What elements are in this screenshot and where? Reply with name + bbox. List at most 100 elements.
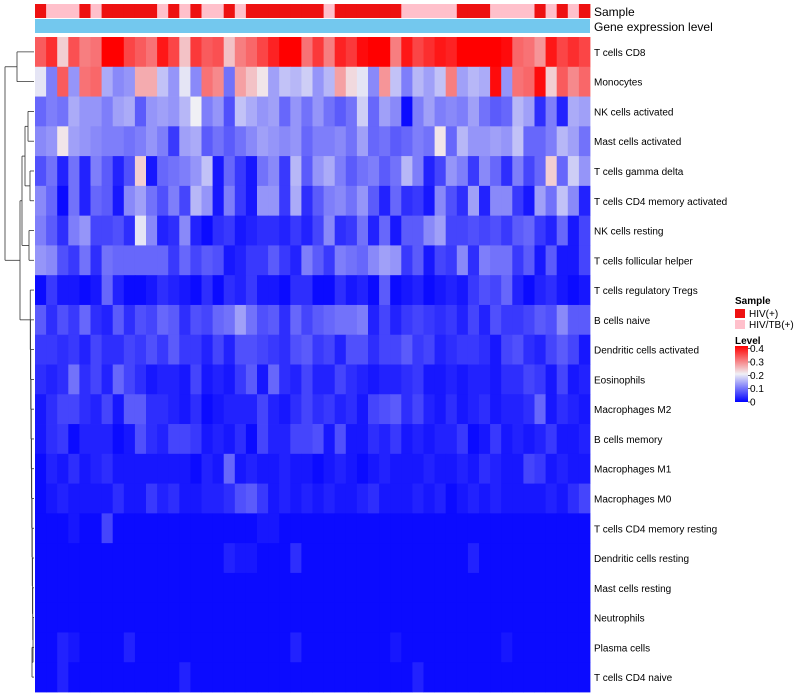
heatmap-cell (423, 543, 435, 574)
heatmap-cell (445, 543, 458, 574)
heatmap-cell (79, 602, 91, 633)
sample-annotation-cell (467, 4, 480, 18)
heatmap-cell (390, 394, 402, 425)
heatmap-cell (456, 126, 469, 157)
heatmap-cell (68, 453, 80, 484)
heatmap-cell (401, 602, 413, 633)
heatmap-cell (234, 185, 247, 217)
heatmap-cell (556, 304, 569, 336)
heatmap-cell (501, 513, 513, 544)
heatmap-cell (257, 215, 269, 246)
level-tick-label: 0 (750, 398, 756, 409)
heatmap-cell (179, 37, 191, 68)
heatmap-cell (567, 572, 580, 604)
heatmap-cell (301, 513, 313, 544)
heatmap-cell (234, 126, 247, 157)
heatmap-cell (467, 513, 480, 544)
heatmap-cell (134, 334, 147, 365)
heatmap-cell (467, 245, 480, 276)
heatmap-cell (534, 543, 546, 574)
heatmap-cell (578, 453, 591, 484)
heatmap-cell (101, 483, 114, 514)
heatmap-cell (423, 304, 435, 336)
sample-annotation-cell (523, 4, 535, 18)
heatmap-cell (545, 245, 558, 276)
heatmap-cell (301, 453, 313, 484)
heatmap-cell (423, 215, 435, 246)
sample-annotation-cell (334, 4, 347, 18)
heatmap-cell (479, 334, 491, 365)
heatmap-cell (257, 334, 269, 365)
heatmap-cell (201, 424, 213, 455)
heatmap-cell (423, 96, 435, 127)
heatmap-cell (134, 364, 147, 395)
heatmap-cell (401, 543, 413, 574)
heatmap-cell (345, 632, 358, 663)
heatmap-cell (401, 245, 413, 276)
heatmap-cell (412, 334, 424, 365)
heatmap-cell (123, 66, 136, 97)
heatmap-cell (201, 453, 213, 484)
heatmap-cell (501, 275, 513, 306)
heatmap-cell (290, 483, 302, 514)
heatmap-cell (390, 602, 402, 633)
heatmap-cell (323, 364, 336, 395)
heatmap-cell (412, 245, 424, 276)
heatmap-cell (479, 275, 491, 306)
heatmap-cell (57, 96, 69, 127)
heatmap-cell (146, 126, 158, 157)
heatmap-cell (212, 185, 225, 217)
heatmap-cell (323, 215, 336, 246)
heatmap-cell (512, 513, 524, 544)
heatmap-cell (279, 126, 291, 157)
heatmap-cell (556, 572, 569, 604)
heatmap-cell (501, 334, 513, 365)
heatmap-cell (57, 245, 69, 276)
heatmap-cell (112, 275, 125, 306)
heatmap-cell (112, 215, 125, 246)
heatmap-cell (35, 602, 47, 633)
heatmap-cell (201, 215, 213, 246)
heatmap-cell (545, 424, 558, 455)
heatmap-cell (445, 185, 458, 217)
heatmap-cell (68, 126, 80, 157)
heatmap-cell (123, 126, 136, 157)
heatmap-cell (212, 96, 225, 127)
heatmap-cell (490, 245, 502, 276)
heatmap-cell (190, 334, 202, 365)
heatmap-cell (123, 483, 136, 514)
heatmap-cell (534, 304, 546, 336)
heatmap-cell (379, 602, 391, 633)
heatmap-cell (68, 424, 80, 455)
heatmap-cell (467, 96, 480, 127)
heatmap-cell (312, 245, 324, 276)
heatmap-cell (390, 215, 402, 246)
heatmap-cell (68, 632, 80, 663)
heatmap-cell (323, 185, 336, 217)
heatmap-cell (379, 66, 391, 97)
heatmap-cell (101, 185, 114, 217)
heatmap-cell (423, 66, 435, 97)
heatmap-cell (134, 483, 147, 514)
heatmap-cell (490, 602, 502, 633)
heatmap-cell (501, 37, 513, 68)
heatmap-cell (334, 126, 347, 157)
heatmap-cell (234, 275, 247, 306)
heatmap-cell (434, 513, 447, 544)
heatmap-cell (479, 572, 491, 604)
heatmap-cell (134, 156, 147, 187)
heatmap-cell (412, 513, 424, 544)
heatmap-cell (134, 632, 147, 663)
sample-annotation-cell (368, 4, 380, 18)
heatmap-cell (268, 304, 280, 336)
heatmap-cell (368, 156, 380, 187)
heatmap-cell (46, 453, 58, 484)
heatmap-cell (456, 453, 469, 484)
heatmap-cell (556, 632, 569, 663)
heatmap-cell (290, 96, 302, 127)
heatmap-cell (379, 513, 391, 544)
heatmap-cell (245, 66, 258, 97)
heatmap-cell (356, 632, 369, 663)
heatmap-cell (356, 424, 369, 455)
